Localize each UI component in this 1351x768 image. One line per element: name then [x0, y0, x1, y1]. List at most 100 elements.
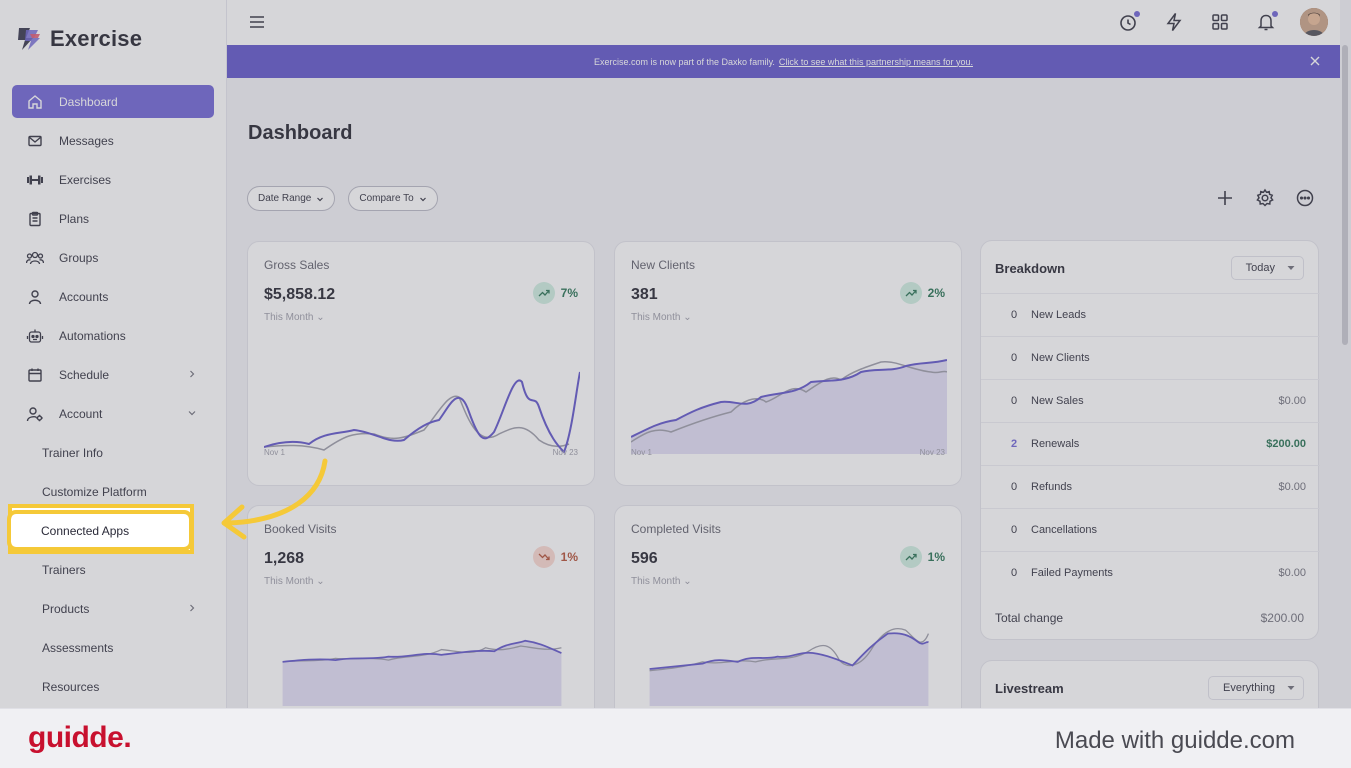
breakdown-row-failed-payments[interactable]: 0 Failed Payments $0.00	[981, 551, 1320, 594]
plus-icon[interactable]	[1215, 188, 1235, 208]
scrollbar[interactable]	[1342, 45, 1348, 345]
chevron-down-icon	[317, 197, 324, 201]
notification-dot	[1272, 11, 1278, 17]
breakdown-period-select[interactable]: Today	[1230, 256, 1304, 280]
home-icon	[26, 93, 44, 111]
clipboard-icon	[26, 210, 44, 228]
new-clients-chart	[631, 359, 947, 454]
sidebar-subitem-label: Assessments	[42, 640, 114, 655]
sidebar-item-accounts[interactable]: Accounts	[12, 280, 214, 313]
series-area	[649, 633, 929, 706]
row-label: Cancellations	[1031, 524, 1098, 536]
sidebar-subitem-trainer-info[interactable]: Trainer Info	[12, 436, 214, 469]
sidebar-subitem-label: Resources	[42, 679, 100, 694]
comparison-line	[631, 361, 947, 443]
menu-icon[interactable]	[249, 15, 265, 29]
trend-value: 2%	[927, 286, 945, 300]
close-icon[interactable]	[1308, 54, 1322, 68]
sidebar-subitem-connected-apps[interactable]: Connected Apps	[7, 510, 193, 551]
sidebar-item-messages[interactable]: Messages	[12, 124, 214, 157]
trend-value: 1%	[560, 550, 578, 564]
notification-dot	[1134, 11, 1140, 17]
sidebar-subitem-trainers[interactable]: Trainers	[12, 553, 214, 586]
dashboard-tools	[1215, 188, 1315, 208]
announcement-banner: Exercise.com is now part of the Daxko fa…	[227, 45, 1340, 78]
total-value: $200.00	[1260, 611, 1304, 625]
gear-icon[interactable]	[1255, 188, 1275, 208]
more-options-icon[interactable]	[1295, 188, 1315, 208]
row-amount: $200.00	[1266, 438, 1306, 450]
breakdown-row-renewals[interactable]: 2 Renewals $200.00	[981, 422, 1320, 465]
row-count: 0	[1010, 524, 1018, 536]
sidebar-item-schedule[interactable]: Schedule	[12, 358, 214, 391]
sidebar-subitem-label: Products	[42, 601, 90, 616]
livestream-filter-select[interactable]: Everything	[1208, 676, 1304, 700]
row-count: 0	[1010, 481, 1018, 493]
breakdown-row-refunds[interactable]: 0 Refunds $0.00	[981, 465, 1320, 508]
user-icon	[26, 288, 44, 306]
filters: Date Range Compare To	[247, 186, 438, 211]
livestream-title: Livestream	[995, 681, 1064, 696]
row-label: Renewals	[1031, 438, 1080, 450]
guidde-logo[interactable]: guidde.	[28, 721, 132, 754]
caret-down-icon	[1287, 266, 1295, 270]
compare-to-filter[interactable]: Compare To	[348, 186, 438, 211]
card-period[interactable]: This Month ⌄	[631, 576, 692, 587]
sidebar-subitem-products[interactable]: Products	[12, 592, 214, 625]
row-count: 0	[1010, 309, 1018, 321]
sidebar-item-groups[interactable]: Groups	[12, 241, 214, 274]
chevron-down-icon	[419, 197, 426, 201]
sidebar-item-label: Account	[59, 406, 103, 421]
filter-label: Date Range	[258, 193, 312, 204]
app-logo[interactable]: Exercise	[16, 26, 142, 52]
sidebar-subitem-assessments[interactable]: Assessments	[12, 631, 214, 664]
sidebar-subitem-customize-platform[interactable]: Customize Platform	[12, 475, 214, 508]
new-clients-card[interactable]: New Clients 381 This Month ⌄ 2% Nov 1 No…	[614, 241, 962, 486]
sidebar-subitem-label: Customize Platform	[42, 484, 147, 499]
series-line	[649, 632, 930, 670]
period-label: This Month	[631, 312, 681, 323]
sidebar-item-plans[interactable]: Plans	[12, 202, 214, 235]
breakdown-row-new-sales[interactable]: 0 New Sales $0.00	[981, 379, 1320, 422]
breakdown-panel: Breakdown Today 0 New Leads 0 New Client…	[980, 240, 1320, 640]
apps-grid-icon[interactable]	[1208, 10, 1232, 34]
sidebar-item-account[interactable]: Account	[12, 397, 214, 430]
sidebar-item-automations[interactable]: Automations	[12, 319, 214, 352]
breakdown-row-new-leads[interactable]: 0 New Leads	[981, 293, 1320, 336]
booked-visits-card[interactable]: Booked Visits 1,268 This Month ⌄ 1%	[247, 505, 595, 735]
banner-link[interactable]: Click to see what this partnership means…	[778, 56, 973, 67]
x-axis-start: Nov 1	[264, 448, 285, 457]
lightning-icon[interactable]	[1162, 10, 1186, 34]
gross-sales-chart	[264, 371, 580, 454]
trend-value: 1%	[927, 550, 945, 564]
row-amount: $0.00	[1278, 481, 1306, 493]
card-period[interactable]: This Month ⌄	[264, 576, 325, 587]
sidebar-subitem-resources[interactable]: Resources	[12, 670, 214, 703]
comparison-line	[282, 645, 562, 663]
sidebar-item-dashboard[interactable]: Dashboard	[12, 85, 214, 118]
row-count: 0	[1010, 352, 1018, 364]
timer-icon[interactable]	[1116, 10, 1140, 34]
row-amount: $0.00	[1278, 567, 1306, 579]
sidebar-nav: Dashboard Messages Exercises Plans Group…	[7, 85, 214, 709]
date-range-filter[interactable]: Date Range	[247, 186, 336, 211]
users-group-icon	[26, 249, 44, 267]
period-label: This Month	[264, 576, 314, 587]
total-label: Total change	[995, 611, 1064, 625]
select-value: Today	[1245, 262, 1275, 274]
sidebar-item-label: Messages	[59, 133, 114, 148]
completed-visits-chart	[649, 628, 930, 706]
sidebar-item-exercises[interactable]: Exercises	[12, 163, 214, 196]
card-period[interactable]: This Month ⌄	[264, 312, 325, 323]
series-line	[264, 371, 580, 454]
trending-up-icon	[899, 282, 922, 304]
avatar[interactable]	[1300, 8, 1328, 36]
bell-icon[interactable]	[1254, 10, 1278, 34]
gross-sales-card[interactable]: Gross Sales $5,858.12 This Month ⌄ 7% No…	[247, 241, 595, 486]
breakdown-row-cancellations[interactable]: 0 Cancellations	[981, 508, 1320, 551]
select-value: Everything	[1223, 682, 1275, 694]
breakdown-row-new-clients[interactable]: 0 New Clients	[981, 336, 1320, 379]
completed-visits-card[interactable]: Completed Visits 596 This Month ⌄ 1%	[614, 505, 962, 735]
period-label: This Month	[631, 576, 681, 587]
card-period[interactable]: This Month ⌄	[631, 312, 692, 323]
